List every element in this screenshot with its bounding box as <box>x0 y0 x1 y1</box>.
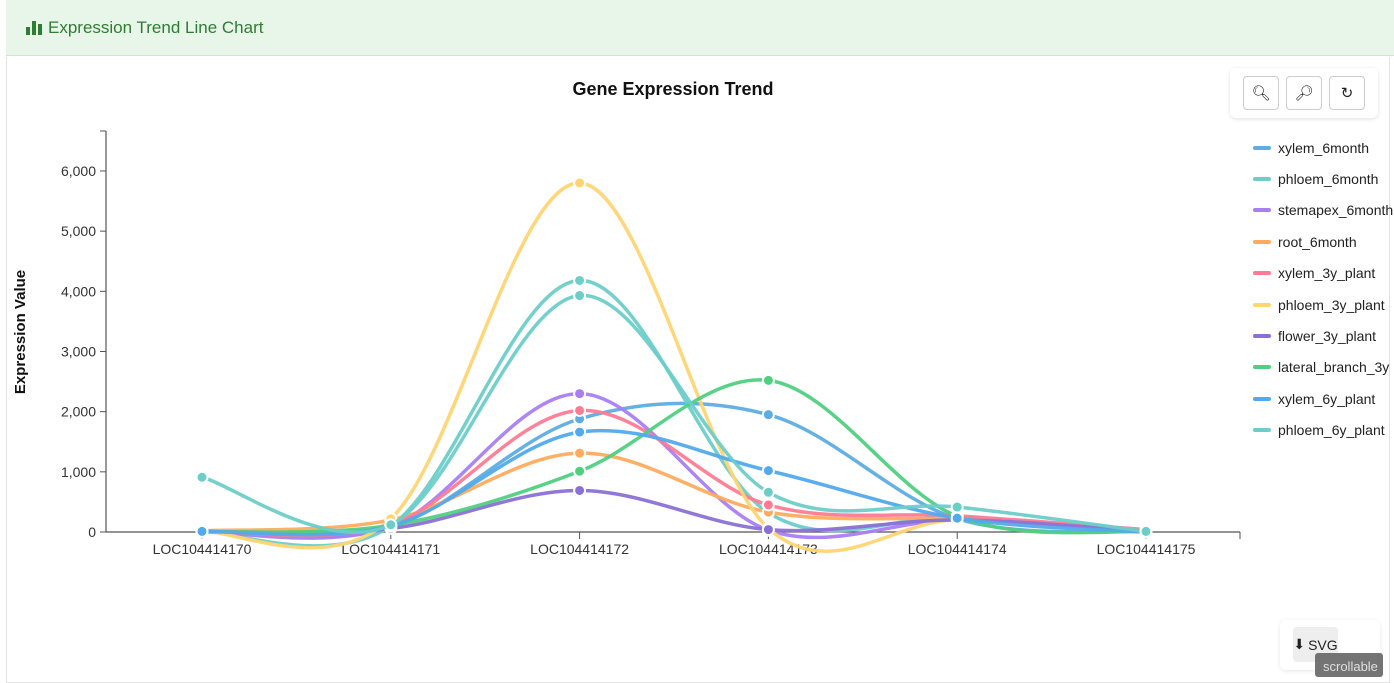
legend-item[interactable]: flower_3y_plant <box>1253 320 1394 351</box>
legend-label: xylem_6month <box>1278 139 1370 156</box>
legend-label: root_6month <box>1278 233 1357 250</box>
chart-title: Gene Expression Trend <box>572 79 773 99</box>
legend-swatch <box>1253 302 1271 307</box>
y-tick-label: 3,000 <box>61 343 96 359</box>
legend-item[interactable]: stemapex_6month <box>1253 195 1394 226</box>
panel-title: Expression Trend Line Chart <box>48 17 264 37</box>
data-point-stemapex_6month <box>573 387 587 401</box>
data-point-xylem_6y_plant <box>950 511 964 525</box>
download-icon: ⬇ <box>1293 636 1306 652</box>
data-point-phloem_6y_plant <box>195 470 209 484</box>
data-point-xylem_6y_plant <box>761 464 775 478</box>
data-point-xylem_6y_plant <box>195 524 209 538</box>
data-point-phloem_6y_plant <box>573 289 587 303</box>
legend-item[interactable]: lateral_branch_3y <box>1253 352 1394 383</box>
zoom-in-button[interactable]: 🔍︎ <box>1243 76 1279 110</box>
legend-swatch <box>1253 177 1271 182</box>
legend-swatch <box>1253 396 1271 401</box>
x-tick-label: LOC104414175 <box>1097 541 1196 557</box>
chart-legend: xylem_6month phloem_6month stemapex_6month… <box>1253 132 1394 446</box>
legend-label: stemapex_6month <box>1278 202 1394 219</box>
chart-toolbar: 🔍︎ 🔎︎ ↻ <box>1230 68 1378 118</box>
x-tick-label: LOC104414171 <box>341 541 440 557</box>
legend-item[interactable]: phloem_6y_plant <box>1253 415 1394 446</box>
data-point-root_6month <box>573 446 587 460</box>
series-line-xylem_6month <box>201 401 1147 539</box>
legend-item[interactable]: xylem_3y_plant <box>1253 258 1394 289</box>
legend-label: xylem_6y_plant <box>1278 390 1376 407</box>
y-tick-label: 0 <box>88 524 96 540</box>
legend-item[interactable]: xylem_6y_plant <box>1253 383 1394 414</box>
data-point-xylem_6month <box>761 408 775 422</box>
legend-swatch <box>1253 208 1271 213</box>
refresh-icon: ↻ <box>1340 85 1354 102</box>
data-point-xylem_6y_plant <box>573 425 587 439</box>
y-tick-label: 1,000 <box>61 464 96 480</box>
export-svg-label: SVG <box>1308 636 1338 653</box>
legend-swatch <box>1253 365 1271 370</box>
legend-swatch <box>1253 428 1271 433</box>
scrollable-hint: scrollable <box>1315 653 1383 677</box>
series-line-phloem_3y_plant <box>201 181 1147 553</box>
legend-label: lateral_branch_3y <box>1278 359 1390 376</box>
legend-item[interactable]: phloem_3y_plant <box>1253 289 1394 320</box>
legend-swatch <box>1253 145 1271 150</box>
data-point-xylem_3y_plant <box>761 498 775 512</box>
data-point-xylem_3y_plant <box>573 403 587 417</box>
zoom-out-button[interactable]: 🔎︎ <box>1286 76 1322 110</box>
y-axis-label: Expression Value <box>12 270 29 394</box>
legend-label: phloem_6y_plant <box>1278 422 1385 439</box>
legend-label: phloem_3y_plant <box>1278 296 1385 313</box>
data-point-phloem_6y_plant <box>950 500 964 514</box>
x-tick-label: LOC104414172 <box>530 541 629 557</box>
reset-button[interactable]: ↻ <box>1329 76 1365 110</box>
data-point-lateral_branch_3y <box>573 464 587 478</box>
legend-label: flower_3y_plant <box>1278 328 1377 345</box>
data-point-phloem_3y_plant <box>573 176 587 190</box>
x-tick-label: LOC104414170 <box>153 541 252 557</box>
legend-label: xylem_3y_plant <box>1278 265 1376 282</box>
legend-swatch <box>1253 271 1271 276</box>
panel-header: Expression Trend Line Chart <box>6 0 1394 56</box>
legend-item[interactable]: root_6month <box>1253 226 1394 257</box>
series-line-xylem_3y_plant <box>201 408 1147 538</box>
legend-swatch <box>1253 239 1271 244</box>
data-point-phloem_6y_plant <box>384 518 398 532</box>
bar-chart-icon <box>26 20 42 35</box>
data-point-lateral_branch_3y <box>761 373 775 387</box>
y-tick-label: 6,000 <box>61 163 96 179</box>
y-tick-label: 4,000 <box>61 283 96 299</box>
legend-label: phloem_6month <box>1278 171 1379 188</box>
data-point-phloem_6y_plant <box>1139 524 1153 538</box>
zoom-in-icon: 🔍︎ <box>1251 85 1271 102</box>
y-tick-label: 2,000 <box>61 404 96 420</box>
y-tick-label: 5,000 <box>61 223 96 239</box>
legend-item[interactable]: phloem_6month <box>1253 163 1394 194</box>
data-point-flower_3y_plant <box>573 483 587 497</box>
x-tick-label: LOC104414174 <box>908 541 1007 557</box>
data-point-phloem_6y_plant <box>761 485 775 499</box>
legend-swatch <box>1253 334 1271 339</box>
zoom-out-icon: 🔎︎ <box>1294 85 1314 102</box>
data-point-flower_3y_plant <box>761 523 775 537</box>
data-point-phloem_6month <box>573 273 587 287</box>
legend-item[interactable]: xylem_6month <box>1253 132 1394 163</box>
